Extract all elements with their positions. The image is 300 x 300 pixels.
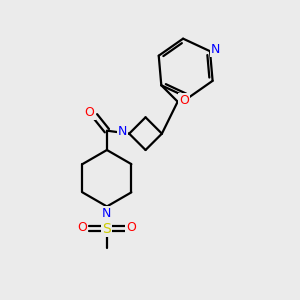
Text: N: N	[211, 43, 220, 56]
Text: O: O	[85, 106, 94, 119]
Text: N: N	[118, 125, 127, 138]
Text: O: O	[179, 94, 189, 107]
Text: S: S	[103, 222, 111, 236]
Text: N: N	[102, 206, 111, 220]
Text: O: O	[78, 221, 88, 234]
Text: O: O	[126, 221, 136, 234]
